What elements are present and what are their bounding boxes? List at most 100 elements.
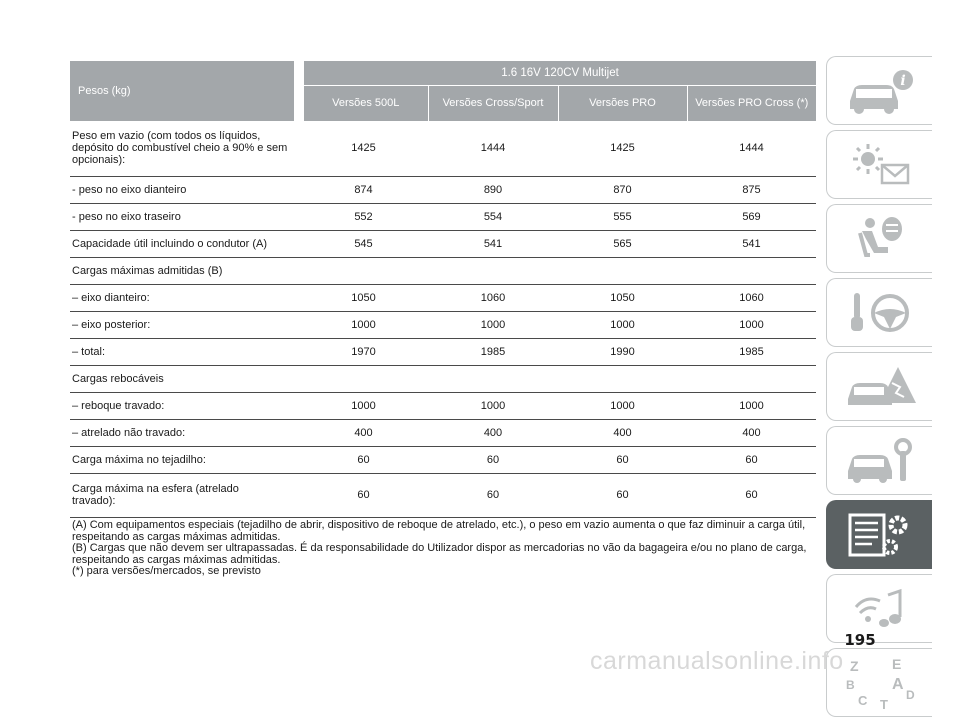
cell-value: 1000 [428,392,558,420]
cell-value [558,257,687,285]
cell-value: 1444 [687,121,816,177]
cell-value: 545 [299,230,428,258]
cell-value: 870 [558,176,687,204]
cell-value: 1000 [428,311,558,339]
cell-value: 1425 [558,121,687,177]
cell-value [428,257,558,285]
chapter-sidebar: i [826,56,932,722]
cell-value: 60 [558,473,687,518]
sidebar-item-maintenance[interactable] [826,426,932,495]
sidebar-item-technical-data[interactable] [826,500,932,569]
watermark: carmanualsonline.info [590,647,844,675]
svg-text:i: i [900,73,905,89]
cell-value: 569 [687,203,816,231]
sidebar-item-multimedia[interactable] [826,574,932,643]
cell-value [428,365,558,393]
cell-value: 60 [687,473,816,518]
engine-header: 1.6 16V 120CV Multijet [299,61,816,86]
cell-value: 1060 [687,284,816,312]
cell-value: 60 [299,473,428,518]
cell-value [687,257,816,285]
table-row: Peso em vazio (com todos os líquidos, de… [70,121,816,177]
cell-value: 1060 [428,284,558,312]
cell-value: 1000 [299,311,428,339]
cell-value: 1970 [299,338,428,366]
cell-value: 400 [558,419,687,447]
multimedia-icon [854,588,901,627]
table-row: Capacidade útil incluindo o condutor (A)… [70,230,816,258]
cell-value: 541 [428,230,558,258]
column-header: Versões PRO Cross (*) [687,85,816,121]
cell-value: 1000 [299,392,428,420]
sidebar-item-warning-lights[interactable] [826,130,932,199]
row-label: – reboque travado: [70,392,299,420]
cell-value: 1985 [687,338,816,366]
index-letter: A [892,676,904,693]
footnote: (B) Cargas que não devem ser ultrapassad… [72,542,807,566]
row-label: – eixo posterior: [70,311,299,339]
row-label: Carga máxima no tejadilho: [70,446,299,474]
cell-value [687,365,816,393]
row-label: - peso no eixo traseiro [70,203,299,231]
footnote: (*) para versões/mercados, se previsto [72,565,261,577]
cell-value: 1444 [428,121,558,177]
cell-value: 565 [558,230,687,258]
table-row: Carga máxima na esfera (atrelado travado… [70,473,816,518]
row-label: – total: [70,338,299,366]
warning-lights-mail-icon [852,143,909,184]
index-letter: B [846,678,855,692]
cell-value: 1425 [299,121,428,177]
cell-value: 541 [687,230,816,258]
cell-value [299,257,428,285]
cell-value: 1000 [687,392,816,420]
cell-value: 1000 [558,392,687,420]
cell-value: 1050 [299,284,428,312]
weights-header: Pesos (kg) [70,61,304,121]
cell-value: 400 [299,419,428,447]
table-row: – eixo posterior: 1000 1000 1000 1000 [70,311,816,339]
airbag-seat-icon [857,216,902,257]
table-row: – atrelado não travado: 400 400 400 400 [70,419,816,447]
car-maintenance-icon [847,437,912,483]
row-label: Cargas rebocáveis [70,365,299,393]
row-label: Peso em vazio (com todos os líquidos, de… [70,121,299,177]
cell-value: 874 [299,176,428,204]
weights-table: Pesos (kg) 1.6 16V 120CV Multijet Versõe… [70,61,816,518]
sidebar-item-emergency[interactable] [826,352,932,421]
table-row: – total: 1970 1985 1990 1985 [70,338,816,366]
sidebar-item-car-info[interactable]: i [826,56,932,125]
cell-value: 60 [428,446,558,474]
column-header: Versões Cross/Sport [428,85,559,121]
row-label: Capacidade útil incluindo o condutor (A) [70,230,299,258]
key-steering-wheel-icon [850,292,909,332]
car-crash-icon [847,366,916,405]
cell-value: 60 [299,446,428,474]
row-label: – eixo dianteiro: [70,284,299,312]
index-letter: C [858,693,868,708]
cell-value: 875 [687,176,816,204]
table-row: – eixo dianteiro: 1050 1060 1050 1060 [70,284,816,312]
sidebar-item-safety[interactable] [826,204,932,273]
table-row: - peso no eixo traseiro 552 554 555 569 [70,203,816,231]
cell-value: 1000 [558,311,687,339]
table-row: – reboque travado: 1000 1000 1000 1000 [70,392,816,420]
car-info-icon: i [849,69,913,114]
row-label: Cargas máximas admitidas (B) [70,257,299,285]
cell-value: 60 [687,446,816,474]
footnotes: (A) Com equipamentos especiais (tejadilh… [72,519,816,578]
sidebar-item-starting[interactable] [826,278,932,347]
cell-value [558,365,687,393]
cell-value: 1050 [558,284,687,312]
column-header: Versões PRO [558,85,688,121]
table-row: Cargas rebocáveis [70,365,816,393]
table-row: Carga máxima no tejadilho: 60 60 60 60 [70,446,816,474]
table-row: Cargas máximas admitidas (B) [70,257,816,285]
row-label: Carga máxima na esfera (atrelado travado… [70,473,299,518]
cell-value [299,365,428,393]
cell-value: 60 [558,446,687,474]
cell-value: 60 [428,473,558,518]
column-header: Versões 500L [299,85,429,121]
cell-value: 1990 [558,338,687,366]
cell-value: 552 [299,203,428,231]
cell-value: 400 [687,419,816,447]
